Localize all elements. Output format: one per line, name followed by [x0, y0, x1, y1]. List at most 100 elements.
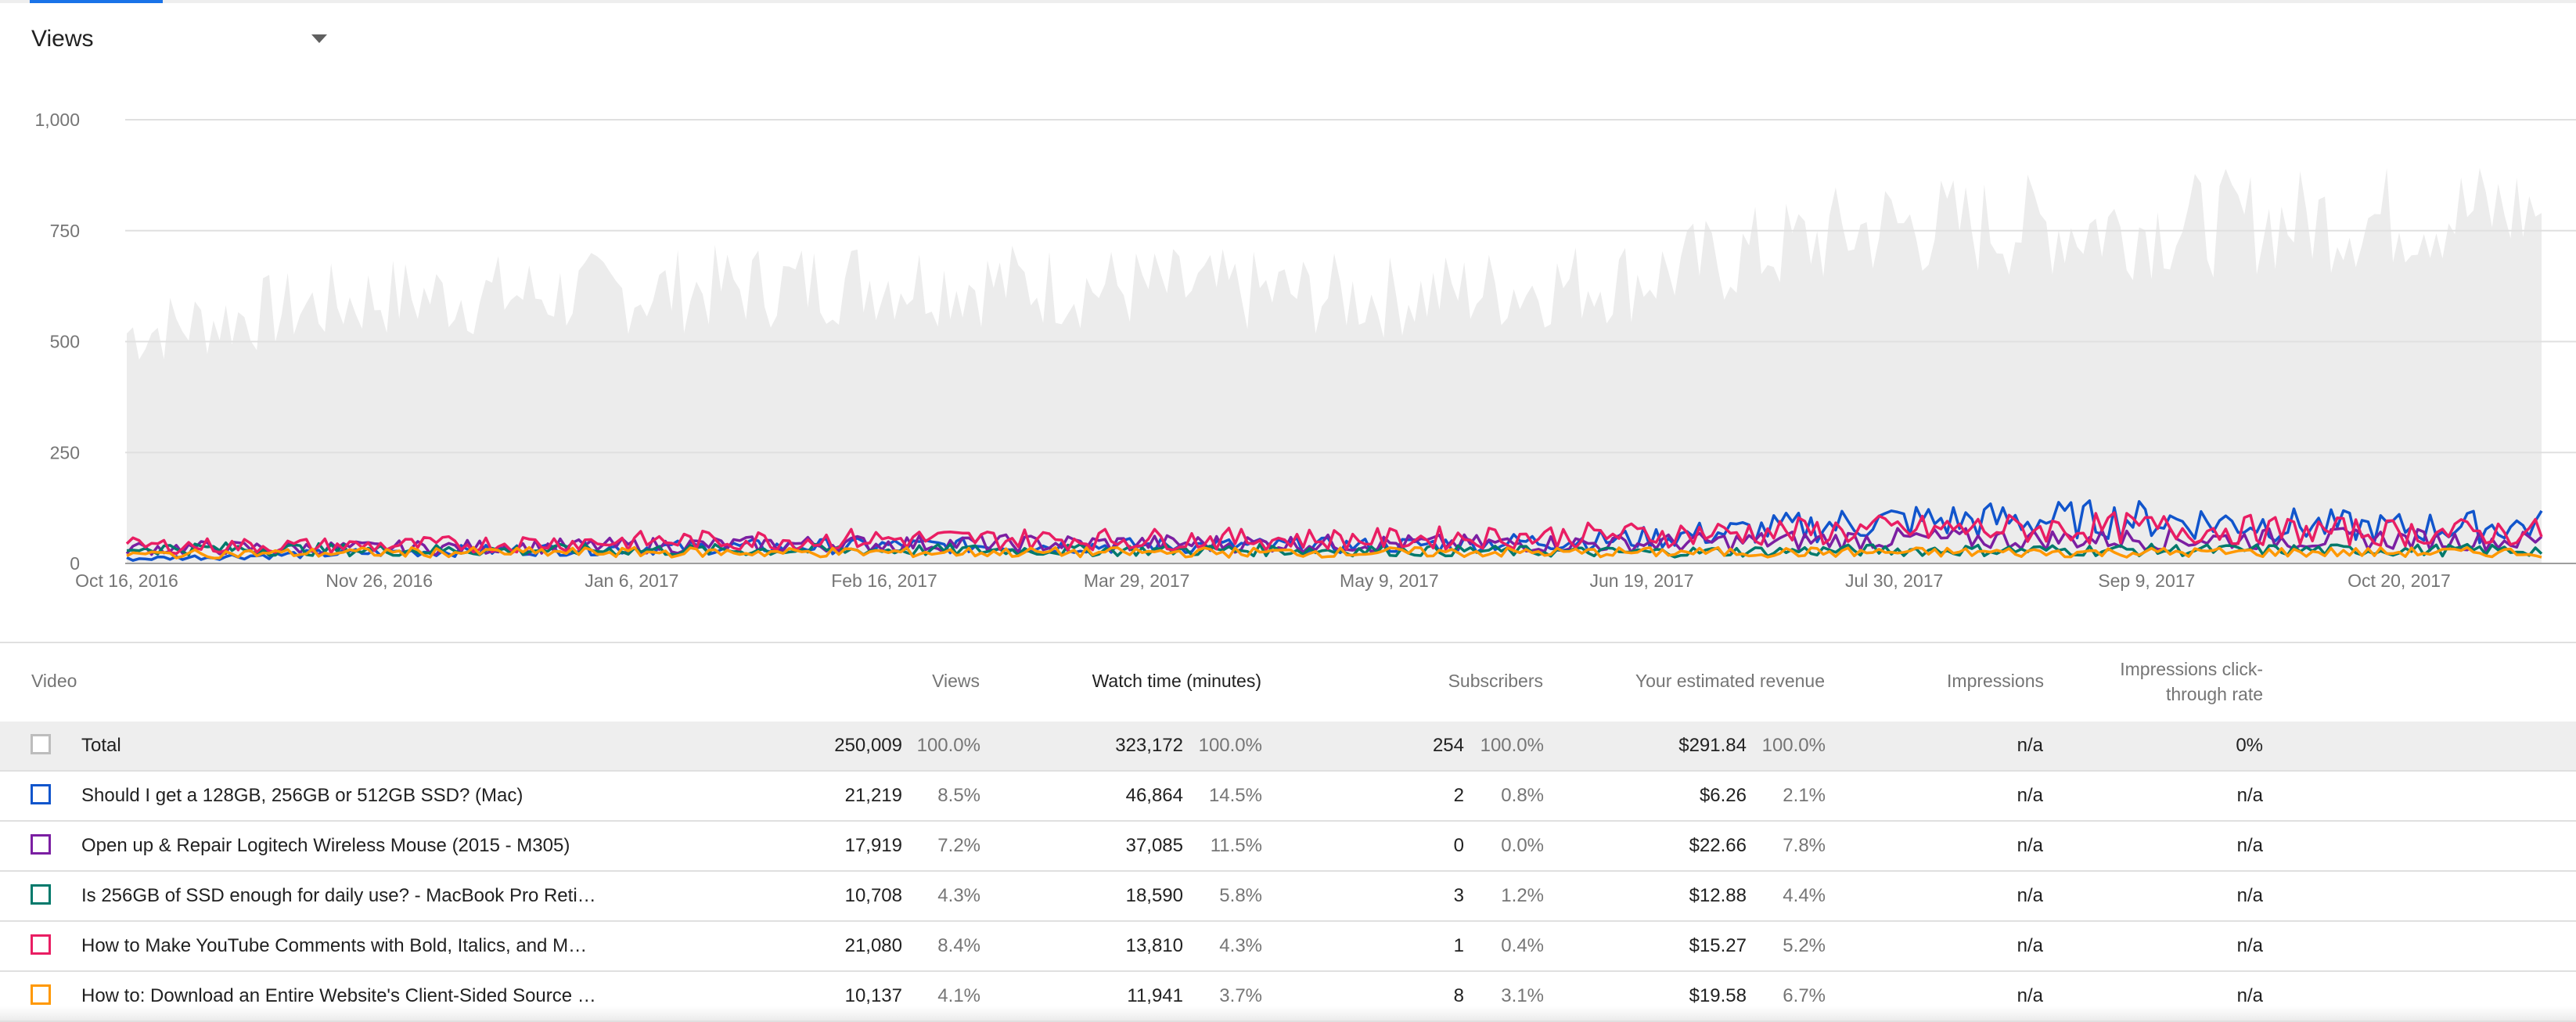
cell-views-pct: 4.3%	[937, 885, 980, 906]
cell-views-pct: 4.1%	[937, 985, 980, 1006]
cell-watch: 18,590	[1125, 885, 1183, 906]
active-tab-indicator	[30, 0, 163, 3]
cell-watch: 11,941	[1127, 985, 1183, 1006]
header-impressions[interactable]: Impressions	[1947, 671, 2044, 691]
row-checkbox[interactable]	[31, 784, 51, 804]
cell-views: 17,919	[844, 835, 902, 856]
caret-down-icon[interactable]	[311, 34, 327, 43]
x-tick-label: Jul 30, 2017	[1845, 570, 1943, 591]
cell-revenue: $15.27	[1689, 935, 1747, 956]
y-tick-label: 500	[50, 332, 80, 352]
cell-revenue-pct: 5.2%	[1783, 935, 1826, 956]
table-row[interactable]: Should I get a 128GB, 256GB or 512GB SSD…	[0, 772, 2576, 822]
table-row[interactable]: How to Make YouTube Comments with Bold, …	[0, 922, 2576, 972]
metric-dropdown[interactable]: Views	[31, 23, 329, 55]
cell-impressions: n/a	[2017, 985, 2043, 1006]
cell-ctr: n/a	[2236, 935, 2263, 956]
table-row[interactable]: Open up & Repair Logitech Wireless Mouse…	[0, 822, 2576, 872]
y-tick-label: 250	[50, 442, 80, 462]
header-revenue[interactable]: Your estimated revenue	[1635, 671, 1825, 691]
cell-revenue: $291.84	[1678, 735, 1747, 756]
y-tick-label: 750	[50, 221, 80, 241]
x-tick-label: May 9, 2017	[1340, 570, 1439, 591]
header-video[interactable]: Video	[31, 671, 77, 691]
cell-subs-pct: 0.8%	[1501, 785, 1544, 806]
header-ctr-line1[interactable]: Impressions click-	[2120, 659, 2263, 679]
views-chart: 0 250 500 750 1,000 Oct 16, 2016 Nov 26, 2016 J…	[34, 110, 2576, 591]
cell-watch: 46,864	[1125, 785, 1183, 806]
y-tick-label: 0	[70, 553, 80, 574]
cell-ctr: n/a	[2236, 985, 2263, 1006]
cell-impressions: n/a	[2017, 735, 2043, 756]
cell-impressions: n/a	[2017, 835, 2043, 856]
cell-revenue: $6.26	[1699, 785, 1747, 806]
cell-subs-pct: 100.0%	[1480, 735, 1544, 756]
header-views[interactable]: Views	[932, 671, 980, 691]
cell-revenue-pct: 2.1%	[1783, 785, 1826, 806]
row-checkbox[interactable]	[31, 734, 51, 754]
cell-watch-pct: 100.0%	[1198, 735, 1262, 756]
row-checkbox[interactable]	[31, 984, 51, 1005]
video-title[interactable]: Total	[81, 735, 121, 756]
cell-ctr: n/a	[2236, 785, 2263, 806]
cell-views-pct: 100.0%	[916, 735, 980, 756]
table-row[interactable]: How to: Download an Entire Website's Cli…	[0, 972, 2576, 1022]
cell-subs-pct: 0.4%	[1501, 935, 1544, 956]
series-area-total	[127, 167, 2542, 563]
cell-revenue: $19.58	[1689, 985, 1747, 1006]
cell-revenue-pct: 100.0%	[1761, 735, 1826, 756]
cell-ctr: 0%	[2236, 735, 2263, 756]
series-line-5	[126, 545, 2542, 560]
video-title[interactable]: How to Make YouTube Comments with Bold, …	[81, 935, 588, 956]
cell-subs: 0	[1453, 835, 1464, 856]
total-row[interactable]: Total 250,009 100.0% 323,172 100.0% 254 100.0%…	[0, 722, 2576, 772]
cell-watch: 37,085	[1125, 835, 1183, 856]
video-title[interactable]: Is 256GB of SSD enough for daily use? - …	[81, 885, 596, 906]
header-ctr-line2[interactable]: through rate	[2165, 684, 2263, 704]
table-row[interactable]: Is 256GB of SSD enough for daily use? - …	[0, 872, 2576, 922]
x-tick-label: Jun 19, 2017	[1589, 570, 1693, 591]
video-title[interactable]: Should I get a 128GB, 256GB or 512GB SSD…	[81, 785, 523, 806]
cell-revenue-pct: 7.8%	[1783, 835, 1826, 856]
cell-watch-pct: 5.8%	[1219, 885, 1262, 906]
cell-watch-pct: 11.5%	[1210, 835, 1262, 856]
cell-revenue-pct: 6.7%	[1783, 985, 1826, 1006]
cell-subs: 2	[1453, 785, 1464, 806]
metric-dropdown-label: Views	[31, 26, 94, 52]
cell-ctr: n/a	[2236, 885, 2263, 906]
cell-subs: 1	[1453, 935, 1464, 956]
row-checkbox[interactable]	[31, 834, 51, 855]
cell-views: 21,219	[844, 785, 902, 806]
cell-subs: 8	[1453, 985, 1464, 1006]
x-tick-label: Nov 26, 2016	[326, 570, 433, 591]
cell-revenue: $12.88	[1689, 885, 1747, 906]
series-line-2	[125, 527, 2543, 556]
cell-subs: 254	[1432, 735, 1464, 756]
x-tick-label: Sep 9, 2017	[2098, 570, 2195, 591]
cell-watch: 323,172	[1115, 735, 1183, 756]
cell-ctr: n/a	[2236, 835, 2263, 856]
header-subscribers[interactable]: Subscribers	[1448, 671, 1543, 691]
x-tick-label: Mar 29, 2017	[1084, 570, 1190, 591]
x-tick-label: Jan 6, 2017	[585, 570, 678, 591]
cell-impressions: n/a	[2017, 935, 2043, 956]
cell-views: 21,080	[844, 935, 902, 956]
cell-views-pct: 7.2%	[937, 835, 980, 856]
cell-views: 10,137	[844, 985, 902, 1006]
row-checkbox[interactable]	[31, 884, 51, 905]
header-watch-time[interactable]: Watch time (minutes)	[1092, 671, 1261, 691]
cell-views: 250,009	[834, 735, 902, 756]
cell-watch-pct: 3.7%	[1219, 985, 1262, 1006]
video-title[interactable]: How to: Download an Entire Website's Cli…	[81, 985, 596, 1006]
cell-views-pct: 8.5%	[937, 785, 980, 806]
row-checkbox[interactable]	[31, 934, 51, 955]
cell-watch-pct: 14.5%	[1208, 785, 1262, 806]
cell-watch-pct: 4.3%	[1219, 935, 1262, 956]
video-title[interactable]: Open up & Repair Logitech Wireless Mouse…	[81, 835, 570, 856]
x-tick-label: Oct 20, 2017	[2348, 570, 2451, 591]
cell-revenue: $22.66	[1689, 835, 1747, 856]
cell-subs-pct: 0.0%	[1501, 835, 1544, 856]
cell-subs: 3	[1453, 885, 1464, 906]
cell-impressions: n/a	[2017, 785, 2043, 806]
y-tick-label: 1,000	[34, 110, 80, 130]
